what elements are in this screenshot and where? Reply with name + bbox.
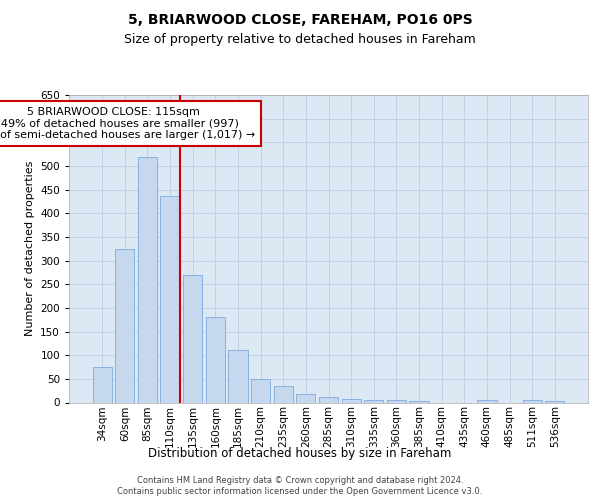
Text: Distribution of detached houses by size in Fareham: Distribution of detached houses by size … <box>148 448 452 460</box>
Bar <box>545 400 565 402</box>
Bar <box>115 248 134 402</box>
Text: Contains HM Land Registry data © Crown copyright and database right 2024.: Contains HM Land Registry data © Crown c… <box>137 476 463 485</box>
Text: Size of property relative to detached houses in Fareham: Size of property relative to detached ho… <box>124 32 476 46</box>
Bar <box>341 398 361 402</box>
Bar <box>229 350 248 403</box>
Bar <box>138 156 157 402</box>
Bar <box>251 379 270 402</box>
Bar <box>296 394 316 402</box>
Text: Contains public sector information licensed under the Open Government Licence v3: Contains public sector information licen… <box>118 487 482 496</box>
Bar <box>206 318 225 402</box>
Bar <box>319 397 338 402</box>
Bar <box>387 400 406 402</box>
Bar <box>183 275 202 402</box>
Y-axis label: Number of detached properties: Number of detached properties <box>25 161 35 336</box>
Bar <box>477 400 497 402</box>
Bar <box>523 400 542 402</box>
Bar <box>274 386 293 402</box>
Bar <box>92 367 112 402</box>
Text: 5 BRIARWOOD CLOSE: 115sqm
← 49% of detached houses are smaller (997)
50% of semi: 5 BRIARWOOD CLOSE: 115sqm ← 49% of detac… <box>0 107 255 140</box>
Bar <box>409 400 428 402</box>
Text: 5, BRIARWOOD CLOSE, FAREHAM, PO16 0PS: 5, BRIARWOOD CLOSE, FAREHAM, PO16 0PS <box>128 12 472 26</box>
Bar <box>364 400 383 402</box>
Bar <box>160 196 180 402</box>
